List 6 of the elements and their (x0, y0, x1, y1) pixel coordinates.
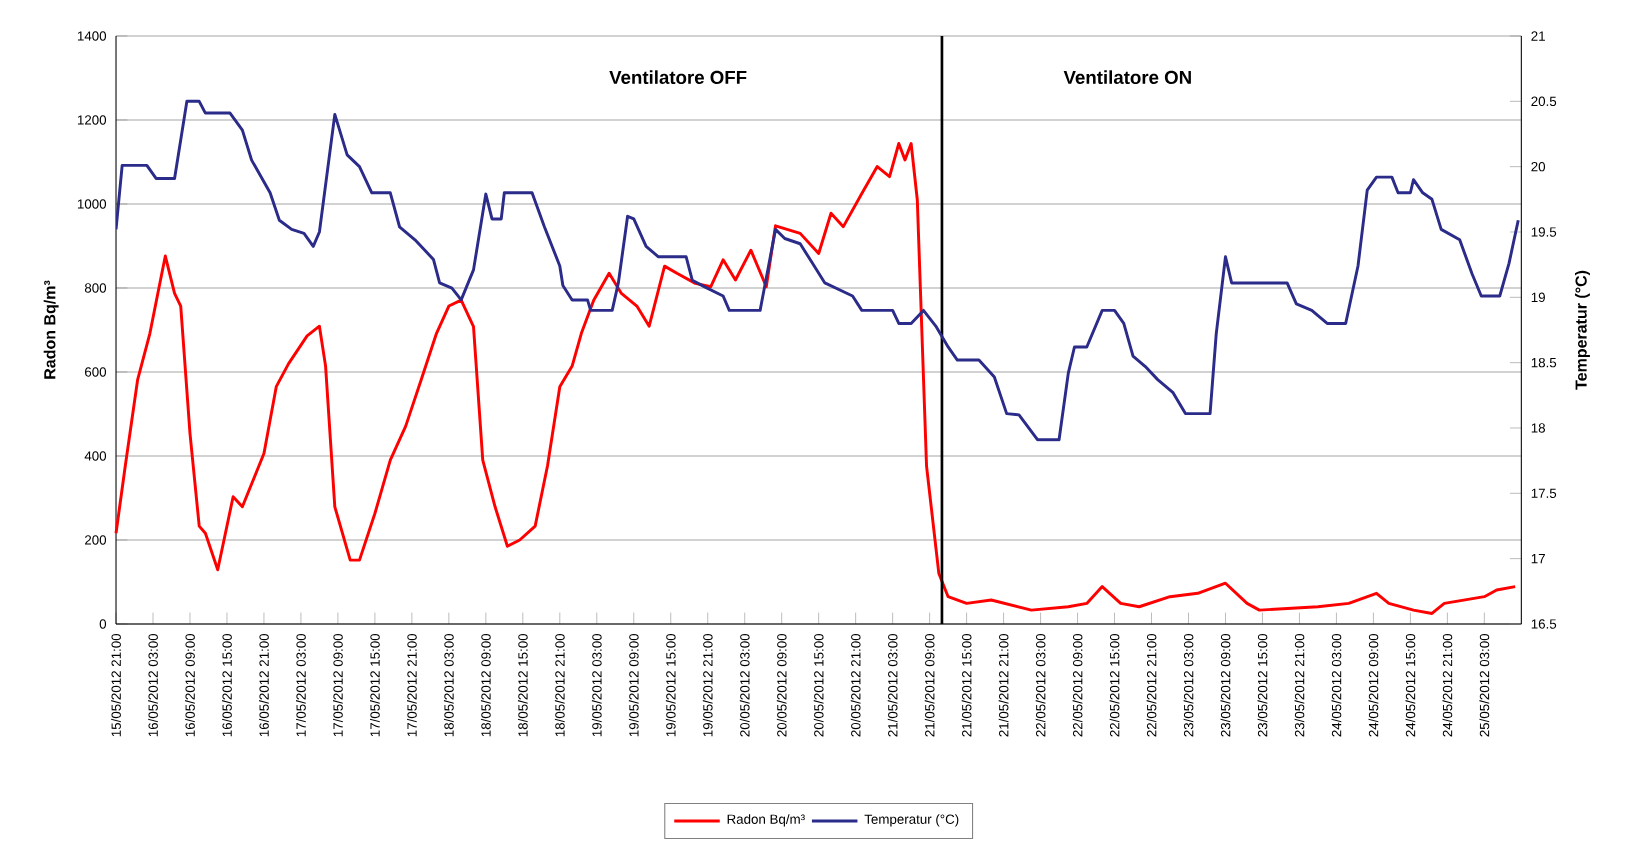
y2-axis-title: Temperatur (°C) (1574, 270, 1590, 390)
line-series (116, 99, 1520, 442)
line-series (114, 142, 1517, 615)
annotation: Ventilatore OFF (609, 70, 747, 84)
annotation: Ventilatore ON (1063, 70, 1191, 84)
y-axis-title: Radon Bq/m³ (43, 280, 59, 379)
